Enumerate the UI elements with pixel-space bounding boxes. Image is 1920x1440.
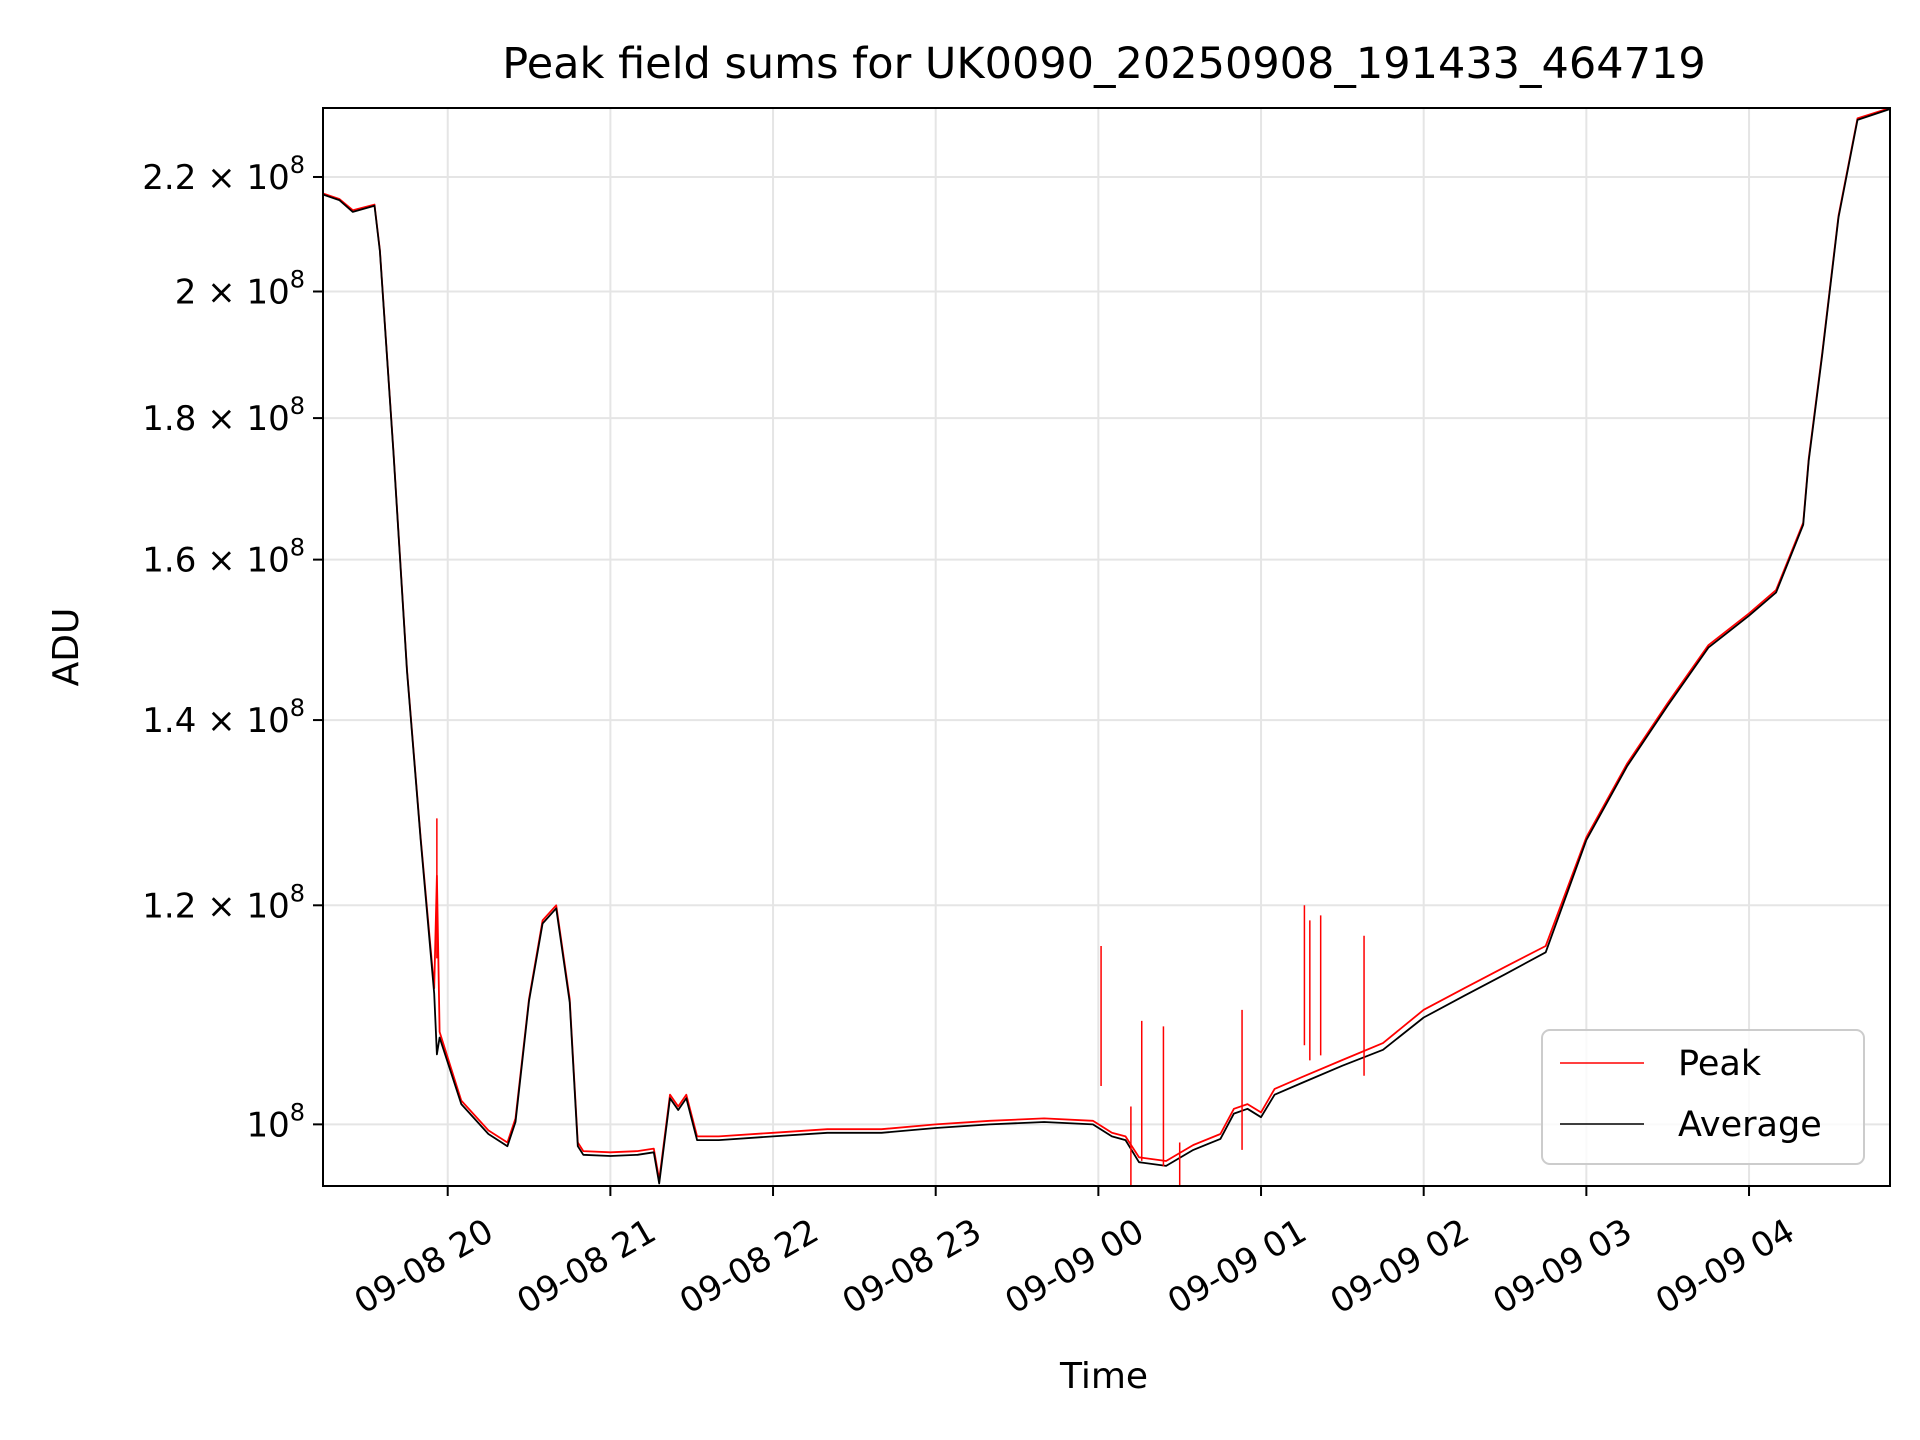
y-tick-label: 2.2 × 108	[142, 151, 305, 198]
y-tick-label: 108	[246, 1098, 305, 1145]
y-axis-ticks: 108 1.2 × 108 1.4 × 108 1.6 × 108 1.8 × 108 2…	[142, 151, 323, 1145]
plot-area	[323, 108, 1890, 1186]
series-layer	[323, 108, 1890, 1186]
series-line-average	[323, 108, 1890, 1185]
legend: Peak Average	[1541, 1029, 1865, 1165]
y-tick-label: 1.8 × 108	[142, 392, 305, 439]
plot-frame	[322, 107, 1891, 1187]
series-group	[323, 108, 1890, 1186]
y-tick-label: 1.4 × 108	[142, 694, 305, 741]
series-line-peak	[323, 108, 1890, 1181]
y-tick-label: 1.6 × 108	[142, 534, 305, 581]
y-tick-label: 1.2 × 108	[142, 879, 305, 926]
legend-peak-label: Peak	[1678, 1044, 1762, 1084]
y-axis-label: ADU	[46, 608, 87, 687]
chart-title: Peak field sums for UK0090_20250908_1914…	[502, 39, 1705, 89]
legend-average-label: Average	[1678, 1105, 1822, 1145]
x-axis-label: Time	[1059, 1356, 1148, 1397]
y-tick-label: 2 × 108	[175, 266, 305, 313]
